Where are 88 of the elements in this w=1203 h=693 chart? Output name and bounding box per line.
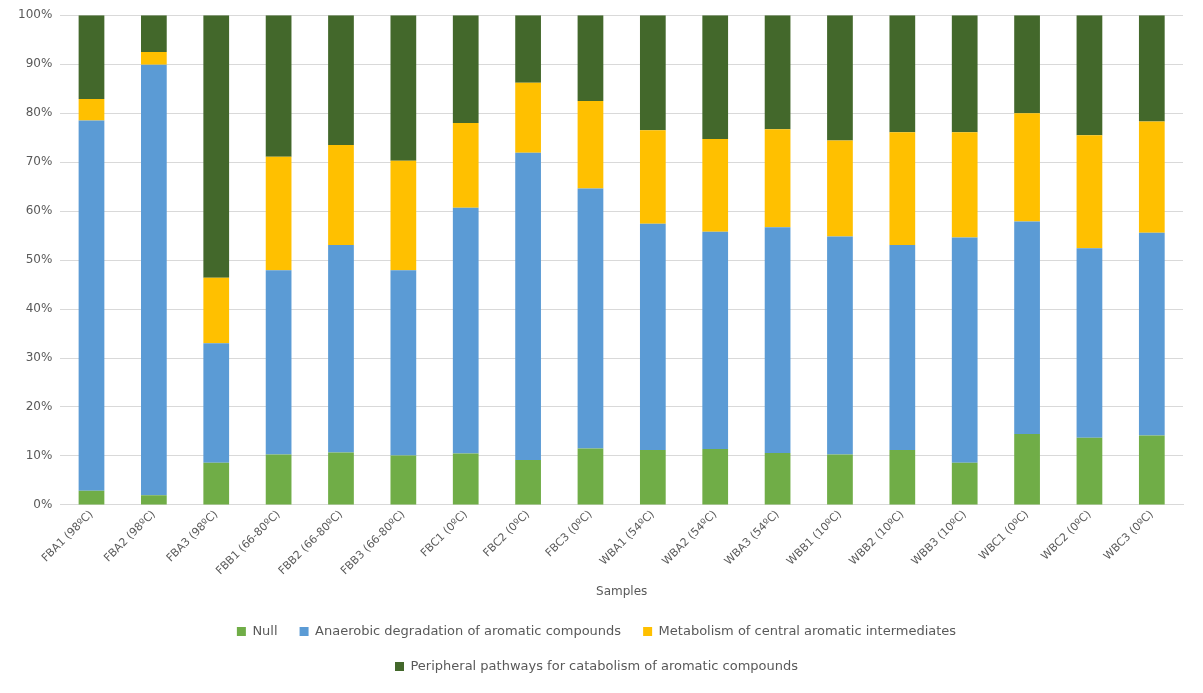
bar bbox=[702, 231, 729, 450]
bar bbox=[1138, 232, 1165, 436]
x-axis-title: Samples bbox=[596, 583, 648, 598]
bar bbox=[827, 140, 853, 237]
legend-label: Peripheral pathways for catabolism of aromatic compounds bbox=[410, 657, 799, 673]
y-tick-label: 20% bbox=[25, 399, 53, 414]
bar bbox=[889, 244, 916, 451]
legend-label: Metabolism of central aromatic intermediates bbox=[658, 622, 957, 638]
bar bbox=[203, 15, 230, 278]
bar bbox=[452, 453, 479, 505]
bar bbox=[390, 15, 417, 161]
bar bbox=[1014, 221, 1040, 434]
bar bbox=[141, 64, 167, 496]
bar bbox=[452, 207, 479, 454]
bar bbox=[577, 100, 604, 189]
y-tick-label: 60% bbox=[25, 203, 53, 218]
bar bbox=[1076, 135, 1103, 249]
bar bbox=[702, 449, 729, 505]
bar bbox=[764, 129, 791, 228]
bar bbox=[889, 132, 916, 245]
bar bbox=[764, 227, 791, 454]
bar bbox=[639, 223, 666, 451]
bar bbox=[639, 15, 666, 131]
bar bbox=[515, 82, 541, 153]
y-tick-label: 90% bbox=[25, 56, 53, 71]
bar bbox=[951, 462, 978, 505]
bar bbox=[328, 244, 354, 453]
y-tick-label: 30% bbox=[25, 350, 53, 365]
bar bbox=[577, 448, 604, 505]
bar bbox=[390, 160, 417, 271]
bar bbox=[78, 490, 105, 505]
y-tick-label: 10% bbox=[25, 448, 53, 463]
bar bbox=[1138, 15, 1165, 122]
bar bbox=[639, 130, 666, 224]
bar bbox=[577, 188, 604, 449]
bar bbox=[141, 51, 167, 65]
bar bbox=[1014, 15, 1040, 114]
bar bbox=[951, 132, 978, 238]
bar bbox=[265, 15, 292, 157]
bar bbox=[78, 98, 105, 121]
bar bbox=[265, 454, 292, 505]
bar bbox=[328, 15, 354, 145]
bar bbox=[515, 152, 541, 460]
bar bbox=[827, 15, 853, 141]
legend-label: Anaerobic degradation of aromatic compounds bbox=[315, 622, 622, 638]
bar bbox=[702, 139, 729, 232]
bar bbox=[390, 455, 417, 505]
bar bbox=[951, 237, 978, 463]
bar bbox=[203, 277, 230, 344]
bar bbox=[328, 144, 354, 245]
y-tick-label: 80% bbox=[25, 105, 53, 120]
bar bbox=[452, 122, 479, 208]
bar bbox=[328, 452, 354, 505]
y-tick-label: 50% bbox=[25, 252, 53, 267]
bar bbox=[203, 343, 230, 463]
bar bbox=[702, 15, 729, 140]
y-tick-label: 0% bbox=[33, 497, 53, 512]
bar bbox=[78, 120, 105, 491]
bar bbox=[265, 156, 292, 271]
y-tick-label: 100% bbox=[17, 7, 53, 22]
bar bbox=[889, 15, 916, 133]
bar bbox=[827, 236, 853, 455]
bar bbox=[764, 453, 791, 505]
bar bbox=[827, 454, 853, 505]
bar bbox=[577, 15, 604, 101]
bar bbox=[1138, 435, 1165, 505]
bar bbox=[889, 450, 916, 505]
bar bbox=[141, 495, 167, 505]
bar bbox=[515, 15, 541, 83]
bar bbox=[1014, 433, 1040, 505]
bar bbox=[515, 459, 541, 505]
bar bbox=[1014, 113, 1040, 222]
bar bbox=[951, 15, 978, 133]
bar bbox=[1138, 121, 1165, 233]
bar bbox=[203, 462, 230, 505]
bar bbox=[639, 450, 666, 505]
legend-label: Null bbox=[252, 622, 278, 638]
bar bbox=[141, 15, 167, 52]
bar bbox=[390, 270, 417, 456]
y-tick-label: 40% bbox=[25, 301, 53, 316]
bar bbox=[1076, 15, 1103, 136]
bar bbox=[265, 270, 292, 455]
bar bbox=[78, 15, 105, 99]
y-tick-label: 70% bbox=[25, 154, 53, 169]
bar bbox=[764, 15, 791, 130]
bar bbox=[452, 15, 479, 123]
bar bbox=[1076, 248, 1103, 438]
bar bbox=[1076, 437, 1103, 505]
